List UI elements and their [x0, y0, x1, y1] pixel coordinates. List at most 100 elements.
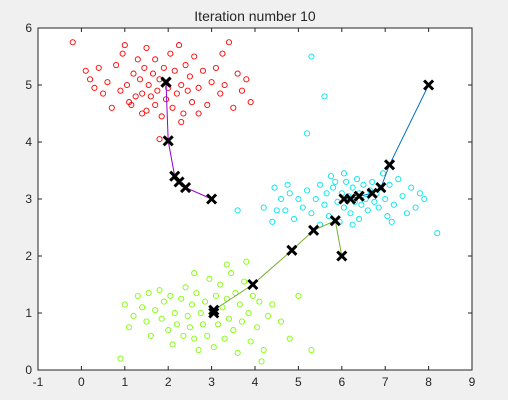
data-point-cluster-1 — [95, 64, 102, 71]
data-point-cluster-1 — [182, 62, 189, 69]
data-point-cluster-3 — [117, 355, 124, 362]
x-tick-label: 7 — [382, 375, 389, 389]
data-point-cluster-3 — [247, 338, 254, 345]
data-point-cluster-1 — [160, 64, 167, 71]
data-point-cluster-2 — [321, 93, 328, 100]
data-point-cluster-2 — [340, 204, 348, 211]
data-point-cluster-2 — [403, 210, 410, 217]
data-point-cluster-1 — [217, 90, 224, 97]
data-point-cluster-2 — [412, 204, 419, 211]
data-point-cluster-1 — [128, 101, 135, 108]
centroid-marker-1 — [169, 170, 181, 182]
data-point-cluster-3 — [197, 309, 204, 317]
y-tick-label: 4 — [25, 135, 32, 149]
data-point-cluster-2 — [323, 190, 330, 197]
data-point-cluster-1 — [195, 110, 202, 117]
data-point-cluster-3 — [269, 301, 276, 308]
data-point-cluster-1 — [136, 76, 144, 83]
data-point-cluster-3 — [277, 318, 285, 325]
data-point-cluster-3 — [147, 332, 154, 339]
data-point-cluster-1 — [186, 73, 193, 80]
data-point-cluster-3 — [225, 315, 233, 322]
data-point-cluster-2 — [317, 181, 324, 188]
data-point-cluster-2 — [271, 184, 278, 191]
data-point-cluster-2 — [282, 207, 289, 214]
centroid-marker-1 — [162, 135, 174, 147]
data-point-cluster-1 — [184, 87, 191, 94]
data-point-cluster-2 — [382, 195, 389, 203]
data-point-cluster-1 — [175, 42, 183, 49]
data-point-cluster-3 — [134, 292, 141, 299]
data-point-cluster-1 — [149, 70, 157, 77]
centroid-marker-1 — [160, 76, 172, 88]
data-point-cluster-2 — [260, 204, 267, 211]
data-point-cluster-1 — [130, 70, 137, 77]
data-point-cluster-2 — [304, 130, 311, 137]
centroid-marker-1 — [206, 193, 218, 205]
data-point-cluster-1 — [180, 110, 187, 117]
centroid-marker-3 — [329, 215, 341, 227]
data-point-cluster-2 — [379, 170, 387, 177]
data-point-cluster-1 — [156, 136, 163, 143]
data-point-cluster-1 — [100, 90, 107, 97]
data-point-cluster-3 — [221, 335, 228, 342]
data-point-cluster-3 — [145, 289, 152, 297]
data-point-cluster-2 — [308, 53, 315, 60]
data-point-cluster-2 — [399, 193, 406, 200]
data-point-cluster-2 — [284, 181, 291, 188]
centroid-marker-3 — [247, 278, 259, 291]
data-point-cluster-1 — [173, 90, 180, 97]
data-point-cluster-1 — [167, 50, 174, 57]
data-point-cluster-2 — [371, 198, 378, 205]
data-point-cluster-2 — [299, 204, 306, 211]
data-point-cluster-1 — [247, 99, 254, 106]
chart-title: Iteration number 10 — [194, 8, 316, 24]
y-tick-label: 2 — [25, 249, 32, 263]
data-point-cluster-3 — [180, 332, 187, 339]
data-point-cluster-2 — [340, 170, 348, 177]
data-point-cluster-1 — [212, 64, 219, 71]
data-point-cluster-1 — [189, 99, 196, 106]
data-point-cluster-2 — [308, 210, 315, 217]
data-point-cluster-2 — [291, 215, 298, 222]
data-point-cluster-2 — [434, 230, 441, 237]
data-point-cluster-1 — [219, 50, 226, 57]
data-point-cluster-3 — [191, 270, 198, 277]
centroid-marker-3 — [336, 250, 348, 262]
data-point-cluster-2 — [343, 178, 350, 185]
x-tick-label: 4 — [252, 375, 259, 389]
data-point-cluster-2 — [347, 210, 354, 217]
data-point-cluster-3 — [199, 321, 206, 328]
data-point-cluster-1 — [208, 79, 215, 86]
data-point-cluster-1 — [117, 87, 124, 94]
data-point-cluster-3 — [228, 270, 235, 277]
data-point-cluster-3 — [156, 287, 163, 294]
data-point-cluster-3 — [234, 349, 241, 356]
data-point-cluster-1 — [141, 64, 148, 71]
data-point-cluster-2 — [353, 175, 361, 183]
data-point-cluster-3 — [217, 281, 224, 288]
data-point-cluster-3 — [171, 309, 178, 317]
data-point-cluster-2 — [349, 184, 356, 191]
data-point-cluster-2 — [408, 184, 415, 191]
data-point-cluster-2 — [390, 201, 397, 208]
data-point-cluster-1 — [145, 81, 152, 89]
data-point-cluster-3 — [143, 318, 150, 325]
data-point-cluster-2 — [369, 178, 376, 185]
data-point-cluster-2 — [321, 201, 328, 208]
data-point-cluster-3 — [186, 324, 193, 331]
data-point-cluster-1 — [178, 81, 185, 89]
data-point-cluster-3 — [152, 307, 159, 314]
data-point-cluster-3 — [130, 312, 137, 319]
data-point-cluster-1 — [191, 53, 198, 60]
data-point-cluster-2 — [384, 213, 391, 220]
data-point-cluster-1 — [204, 101, 211, 108]
data-point-cluster-1 — [119, 50, 126, 57]
data-point-cluster-3 — [249, 292, 256, 299]
plot-area — [38, 28, 472, 370]
data-point-cluster-2 — [269, 218, 276, 225]
data-point-cluster-1 — [132, 93, 139, 100]
data-point-cluster-1 — [87, 76, 94, 83]
data-point-cluster-3 — [178, 295, 185, 302]
